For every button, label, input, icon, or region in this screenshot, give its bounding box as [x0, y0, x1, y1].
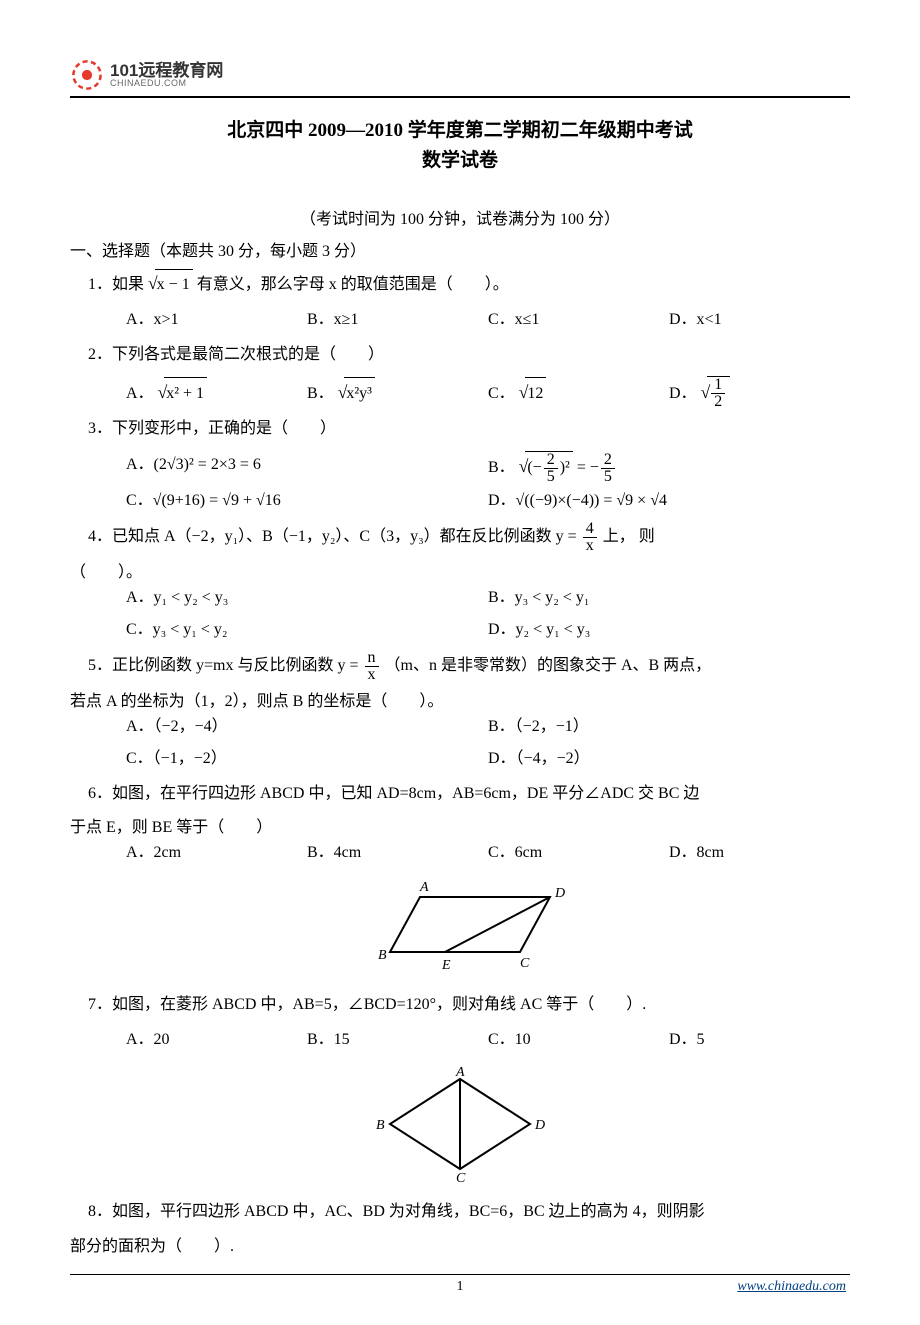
- q2-opt-d: D． 12: [669, 375, 850, 411]
- q4-stem-line2: （ ）。: [70, 558, 850, 582]
- q5-opt-a: A．（−2，−4）: [126, 711, 488, 743]
- svg-text:B: B: [376, 1118, 385, 1133]
- question-1: 1．如果 x − 1 有意义，那么字母 x 的取值范围是（ ）。: [88, 267, 850, 300]
- q5-opt-c: C．（−1，−2）: [126, 743, 488, 775]
- q7-opt-b: B．15: [307, 1024, 488, 1056]
- q2-opt-b: B． x²y³: [307, 375, 488, 411]
- q3-opt-c: C．√(9+16) = √9 + √16: [126, 485, 488, 517]
- section-1-heading: 一、选择题（本题共 30 分，每小题 3 分）: [70, 237, 850, 261]
- q7-opt-a: A．20: [126, 1024, 307, 1056]
- page-number: 1: [274, 1279, 646, 1295]
- q2-opt-a: A． x² + 1: [126, 375, 307, 411]
- q1-sqrt: x − 1: [148, 267, 193, 300]
- q1-stem-post: 有意义，那么字母 x 的取值范围是（ ）。: [197, 276, 509, 293]
- q1-opt-a: A．x>1: [126, 304, 307, 336]
- svg-text:D: D: [554, 886, 565, 901]
- svg-text:A: A: [419, 880, 429, 895]
- q6-opt-b: B．4cm: [307, 837, 488, 869]
- q4-opt-b: B．y₃ < y₂ < y₁: [488, 582, 850, 614]
- q5-stem-line2: 若点 A 的坐标为（1，2），则点 B 的坐标是（ ）。: [70, 687, 850, 711]
- question-8-line2: 部分的面积为（ ）.: [70, 1232, 850, 1256]
- header-rule: [70, 96, 850, 98]
- footer-url: www.chinaedu.com: [646, 1279, 846, 1295]
- q6-opt-a: A．2cm: [126, 837, 307, 869]
- logo-icon: [70, 58, 104, 92]
- question-5: 5．正比例函数 y=mx 与反比例函数 y = nx （m、n 是非零常数）的图…: [88, 650, 850, 683]
- q4-stem-pre: 4．已知点 A（−2，y₁）、B（−1，y₂）、C（3，y₃）都在反比例函数 y…: [88, 528, 577, 545]
- q4-opt-d: D．y₂ < y₁ < y₃: [488, 614, 850, 646]
- q5-opt-d: D．（−4，−2）: [488, 743, 850, 775]
- svg-text:C: C: [456, 1171, 466, 1184]
- question-3: 3．下列变形中，正确的是（ ）: [88, 414, 850, 444]
- svg-text:A: A: [455, 1065, 465, 1080]
- question-6-line1: 6．如图，在平行四边形 ABCD 中，已知 AD=8cm，AB=6cm，DE 平…: [88, 779, 850, 809]
- q3-opt-a: A．(2√3)² = 2×3 = 6: [126, 449, 488, 485]
- q6-figure: A D B C E: [70, 877, 850, 982]
- question-8-line1: 8．如图，平行四边形 ABCD 中，AC、BD 为对角线，BC=6，BC 边上的…: [88, 1197, 850, 1227]
- q2-opt-c: C． 12: [488, 375, 669, 411]
- logo-text-cn: 101远程教育网: [110, 62, 223, 79]
- q7-opt-c: C．10: [488, 1024, 669, 1056]
- question-7: 7．如图，在菱形 ABCD 中，AB=5，∠BCD=120°，则对角线 AC 等…: [88, 990, 850, 1020]
- q1-opt-d: D．x<1: [669, 304, 850, 336]
- q4-stem-post: 上， 则: [603, 528, 655, 545]
- question-6-line2: 于点 E，则 BE 等于（ ）: [70, 813, 850, 837]
- exam-title-line2: 数学试卷: [70, 146, 850, 176]
- exam-timing: （考试时间为 100 分钟，试卷满分为 100 分）: [70, 205, 850, 229]
- q3-opt-b: B． (−25)² = −25: [488, 449, 850, 485]
- q5-opt-b: B．（−2，−1）: [488, 711, 850, 743]
- svg-text:B: B: [378, 948, 387, 963]
- q4-opt-a: A．y₁ < y₂ < y₃: [126, 582, 488, 614]
- q1-opt-c: C．x≤1: [488, 304, 669, 336]
- q4-opt-c: C．y₃ < y₁ < y₂: [126, 614, 488, 646]
- svg-text:D: D: [534, 1118, 545, 1133]
- q5-stem-post: （m、n 是非零常数）的图象交于 A、B 两点，: [385, 657, 712, 674]
- exam-title-line1: 北京四中 2009—2010 学年度第二学期初二年级期中考试: [70, 116, 850, 146]
- question-4: 4．已知点 A（−2，y₁）、B（−1，y₂）、C（3，y₃）都在反比例函数 y…: [88, 521, 850, 554]
- q5-stem-pre: 5．正比例函数 y=mx 与反比例函数 y =: [88, 657, 359, 674]
- question-2: 2．下列各式是最简二次根式的是（ ）: [88, 340, 850, 370]
- q1-stem-pre: 1．如果: [88, 276, 144, 293]
- footer-rule: [70, 1274, 850, 1275]
- q6-opt-d: D．8cm: [669, 837, 850, 869]
- svg-text:E: E: [441, 958, 451, 973]
- q7-opt-d: D．5: [669, 1024, 850, 1056]
- q6-opt-c: C．6cm: [488, 837, 669, 869]
- logo-text-en: CHINAEDU.COM: [110, 79, 223, 88]
- q1-opt-b: B．x≥1: [307, 304, 488, 336]
- svg-text:C: C: [520, 956, 530, 971]
- site-logo: 101远程教育网 CHINAEDU.COM: [70, 58, 850, 92]
- q3-opt-d: D．√((−9)×(−4)) = √9 × √4: [488, 485, 850, 517]
- q7-figure: A B C D: [70, 1064, 850, 1189]
